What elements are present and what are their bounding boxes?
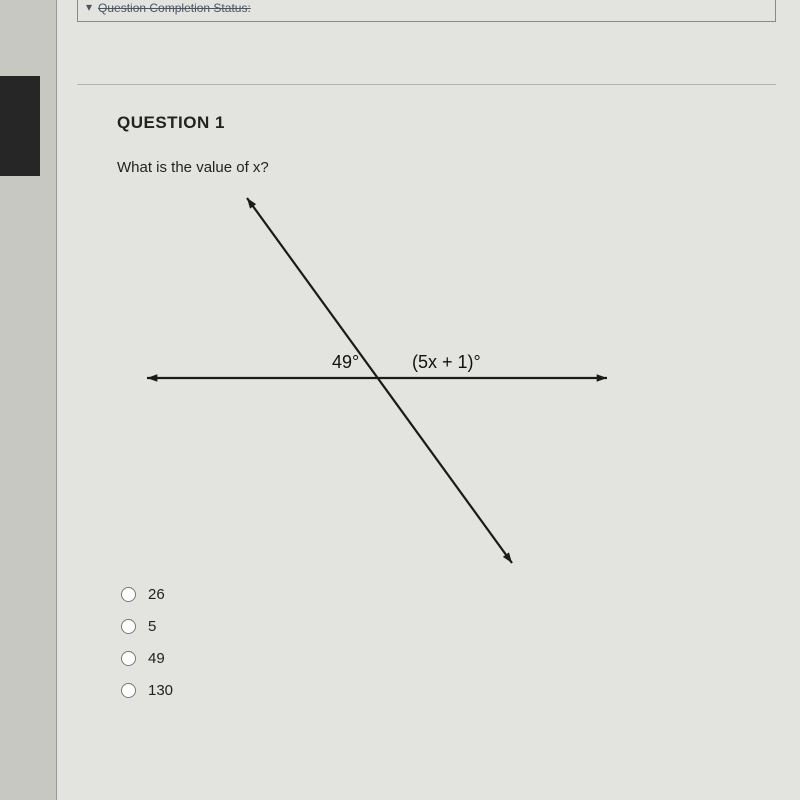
option-row[interactable]: 5 bbox=[121, 610, 776, 642]
status-bar[interactable]: ▾ Question Completion Status: bbox=[77, 0, 776, 22]
option-label: 130 bbox=[148, 682, 173, 699]
option-row[interactable]: 130 bbox=[121, 674, 776, 706]
radio-option[interactable] bbox=[121, 683, 136, 698]
option-label: 26 bbox=[148, 586, 165, 603]
radio-option[interactable] bbox=[121, 619, 136, 634]
option-row[interactable]: 26 bbox=[121, 578, 776, 610]
option-row[interactable]: 49 bbox=[121, 642, 776, 674]
status-label: Question Completion Status: bbox=[98, 1, 251, 15]
angle-diagram: 49° (5x + 1)° bbox=[117, 188, 617, 568]
svg-text:(5x + 1)°: (5x + 1)° bbox=[412, 352, 481, 372]
question-number: QUESTION 1 bbox=[117, 113, 776, 133]
question-block: QUESTION 1 What is the value of x? 49° (5… bbox=[57, 85, 800, 706]
page-container: ▾ Question Completion Status: QUESTION 1… bbox=[56, 0, 800, 800]
answer-options: 26 5 49 130 bbox=[117, 578, 776, 706]
left-dark-strip bbox=[0, 76, 40, 176]
option-label: 5 bbox=[148, 618, 156, 635]
svg-text:49°: 49° bbox=[332, 352, 359, 372]
chevron-down-icon: ▾ bbox=[86, 0, 92, 14]
option-label: 49 bbox=[148, 650, 165, 667]
question-prompt: What is the value of x? bbox=[117, 159, 776, 176]
radio-option[interactable] bbox=[121, 651, 136, 666]
radio-option[interactable] bbox=[121, 587, 136, 602]
